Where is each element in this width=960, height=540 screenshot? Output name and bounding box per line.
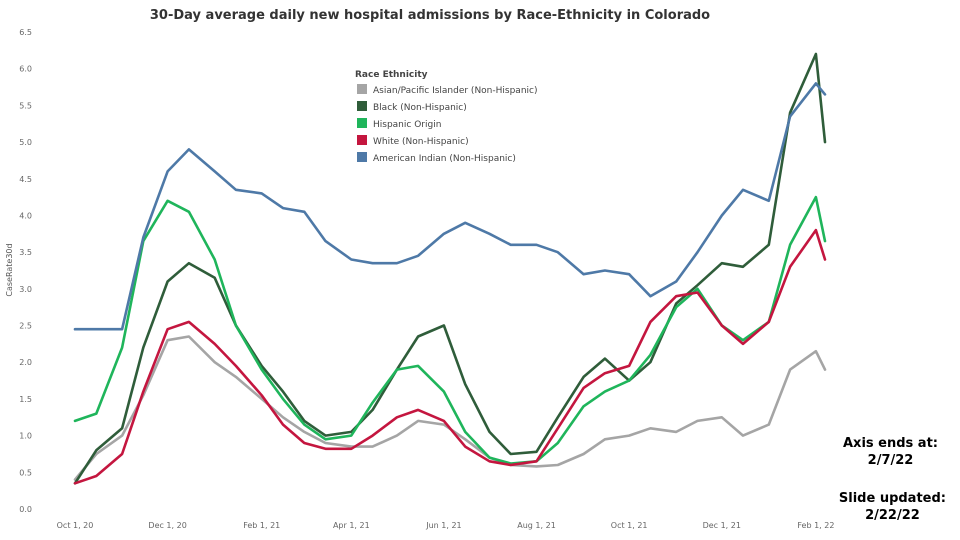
series-line [73,228,827,485]
axis-end-label: Axis ends at: [843,436,938,451]
y-axis-label: CaseRate30d [5,243,14,296]
legend-label: American Indian (Non-Hispanic) [373,154,516,164]
axis-end-note: Axis ends at: 2/7/22 [843,435,938,469]
series-line [73,195,827,465]
legend: Race Ethnicity Asian/Pacific Islander (N… [355,70,538,164]
y-tick-label: 4.5 [19,175,32,184]
series-line [73,52,827,485]
legend-swatch [357,152,367,162]
y-tick-label: 2.5 [19,322,32,331]
x-tick-label: Oct 1, 21 [611,521,648,530]
y-tick-label: 3.5 [19,248,32,257]
y-tick-label: 0.0 [19,505,32,514]
legend-swatch [357,84,367,94]
y-tick-label: 4.0 [19,211,32,220]
slide-updated-label: Slide updated: [838,491,946,506]
y-tick-label: 1.0 [19,432,32,441]
x-axis-ticks: Oct 1, 20 Dec 1, 20 Feb 1, 21 Apr 1, 21 Jun … [57,521,835,530]
x-tick-label: Dec 1, 20 [148,521,186,530]
axis-end-value: 2/7/22 [867,453,914,468]
y-axis-ticks: 0.0 0.5 1.0 1.5 2.0 2.5 3.0 3.5 4.0 4.5 5.0 5.5 6.0 6… [19,28,32,514]
x-tick-label: Jun 1, 21 [425,521,461,530]
legend-swatch [357,135,367,145]
y-tick-label: 6.5 [19,28,32,37]
legend-label: Asian/Pacific Islander (Non-Hispanic) [373,86,538,96]
series-line [73,82,827,331]
x-tick-label: Dec 1, 21 [703,521,741,530]
x-tick-label: Feb 1, 21 [243,521,280,530]
legend-label: Hispanic Origin [373,120,441,130]
legend-swatch [357,101,367,111]
legend-swatch [357,118,367,128]
x-tick-label: Feb 1, 22 [797,521,834,530]
y-tick-label: 5.0 [19,138,32,147]
y-tick-label: 3.0 [19,285,32,294]
y-tick-label: 0.5 [19,468,32,477]
legend-label: Black (Non-Hispanic) [373,103,467,113]
slide-updated-note: Slide updated: 2/22/22 [839,490,946,524]
x-tick-label: Apr 1, 21 [333,521,370,530]
x-tick-label: Aug 1, 21 [517,521,556,530]
slide-updated-value: 2/22/22 [865,508,920,523]
y-tick-label: 5.5 [19,101,32,110]
legend-title: Race Ethnicity [355,70,428,80]
series-lines [73,52,827,485]
y-tick-label: 6.0 [19,65,32,74]
series-line [73,335,827,481]
chart-title: 30-Day average daily new hospital admiss… [150,8,710,23]
y-tick-label: 2.0 [19,358,32,367]
y-tick-label: 1.5 [19,395,32,404]
x-tick-label: Oct 1, 20 [57,521,94,530]
legend-label: White (Non-Hispanic) [373,137,469,147]
